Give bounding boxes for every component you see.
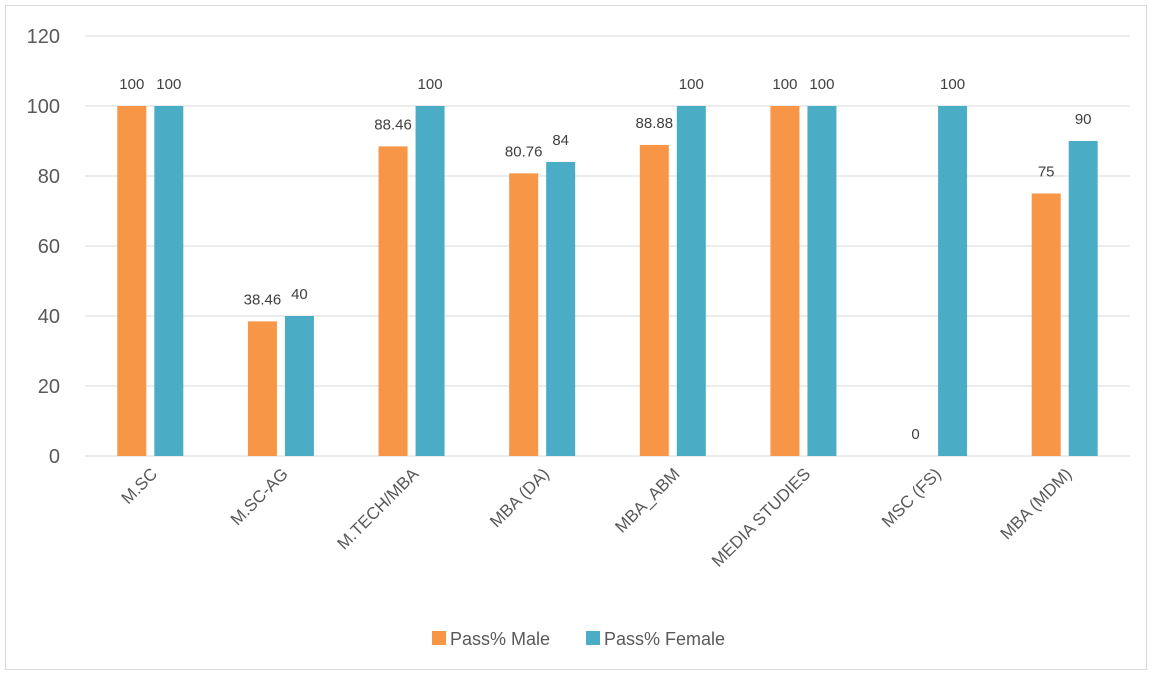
bar-male xyxy=(770,106,800,456)
legend-swatch xyxy=(432,631,446,645)
y-tick-label: 40 xyxy=(38,306,60,328)
category-label: MBA_ABM xyxy=(611,464,683,536)
data-label: 40 xyxy=(291,286,308,303)
y-tick-label: 80 xyxy=(38,166,60,188)
data-labels: 100 100 38.46 40 88.46 100 80.76 84 88.88 100 100 1… xyxy=(119,76,1091,443)
data-label: 100 xyxy=(418,76,443,93)
bar-female xyxy=(154,106,184,456)
data-label: 88.88 xyxy=(636,115,674,132)
y-tick-label: 120 xyxy=(27,26,60,48)
bar-female xyxy=(938,106,968,456)
bar-male xyxy=(247,321,277,456)
data-label: 100 xyxy=(940,76,965,93)
bar-female xyxy=(676,106,706,456)
legend-entry: Pass% Male xyxy=(450,629,550,649)
data-label: 100 xyxy=(809,76,834,93)
y-tick-label: 20 xyxy=(38,376,60,398)
data-label: 100 xyxy=(679,76,704,93)
bar-male xyxy=(117,106,147,456)
bar-male xyxy=(1031,193,1061,456)
data-label: 90 xyxy=(1075,111,1092,128)
category-label: MEDIA STUDIES xyxy=(708,464,814,570)
category-label: MSC (FS) xyxy=(878,464,945,531)
y-tick-label: 0 xyxy=(49,446,60,468)
y-axis-ticks: 0 20 40 60 80 100 120 xyxy=(27,26,60,468)
gridlines xyxy=(85,35,1130,457)
bars xyxy=(117,106,1098,457)
category-label: M.SC-AG xyxy=(227,464,292,529)
category-label: M.TECH/MBA xyxy=(333,464,422,553)
category-label: M.SC xyxy=(118,464,161,507)
category-label: MBA (DA) xyxy=(486,464,553,531)
bar-male xyxy=(639,144,669,457)
data-label: 88.46 xyxy=(374,116,412,133)
legend-entry: Pass% Female xyxy=(604,629,725,649)
data-label: 80.76 xyxy=(505,143,543,160)
data-label: 84 xyxy=(552,132,569,149)
category-label: MBA (MDM) xyxy=(997,464,1076,543)
bar-male xyxy=(378,146,408,456)
category-labels: M.SC M.SC-AG M.TECH/MBA MBA (DA) MBA_ABM MEDI… xyxy=(118,464,1076,571)
data-label: 100 xyxy=(156,76,181,93)
data-label: 38.46 xyxy=(244,291,282,308)
bar-female xyxy=(415,106,445,456)
data-label: 75 xyxy=(1038,164,1055,181)
data-label: 0 xyxy=(911,426,919,443)
legend-swatch xyxy=(586,631,600,645)
data-label: 100 xyxy=(772,76,797,93)
y-tick-label: 100 xyxy=(27,96,60,118)
bar-male xyxy=(509,173,539,456)
bar-female xyxy=(1068,141,1098,456)
data-label: 100 xyxy=(119,76,144,93)
bar-female xyxy=(546,162,576,456)
bar-female xyxy=(284,316,314,456)
legend: Pass% Male Pass% Female xyxy=(432,629,725,649)
y-tick-label: 60 xyxy=(38,236,60,258)
bar-female xyxy=(807,106,837,456)
